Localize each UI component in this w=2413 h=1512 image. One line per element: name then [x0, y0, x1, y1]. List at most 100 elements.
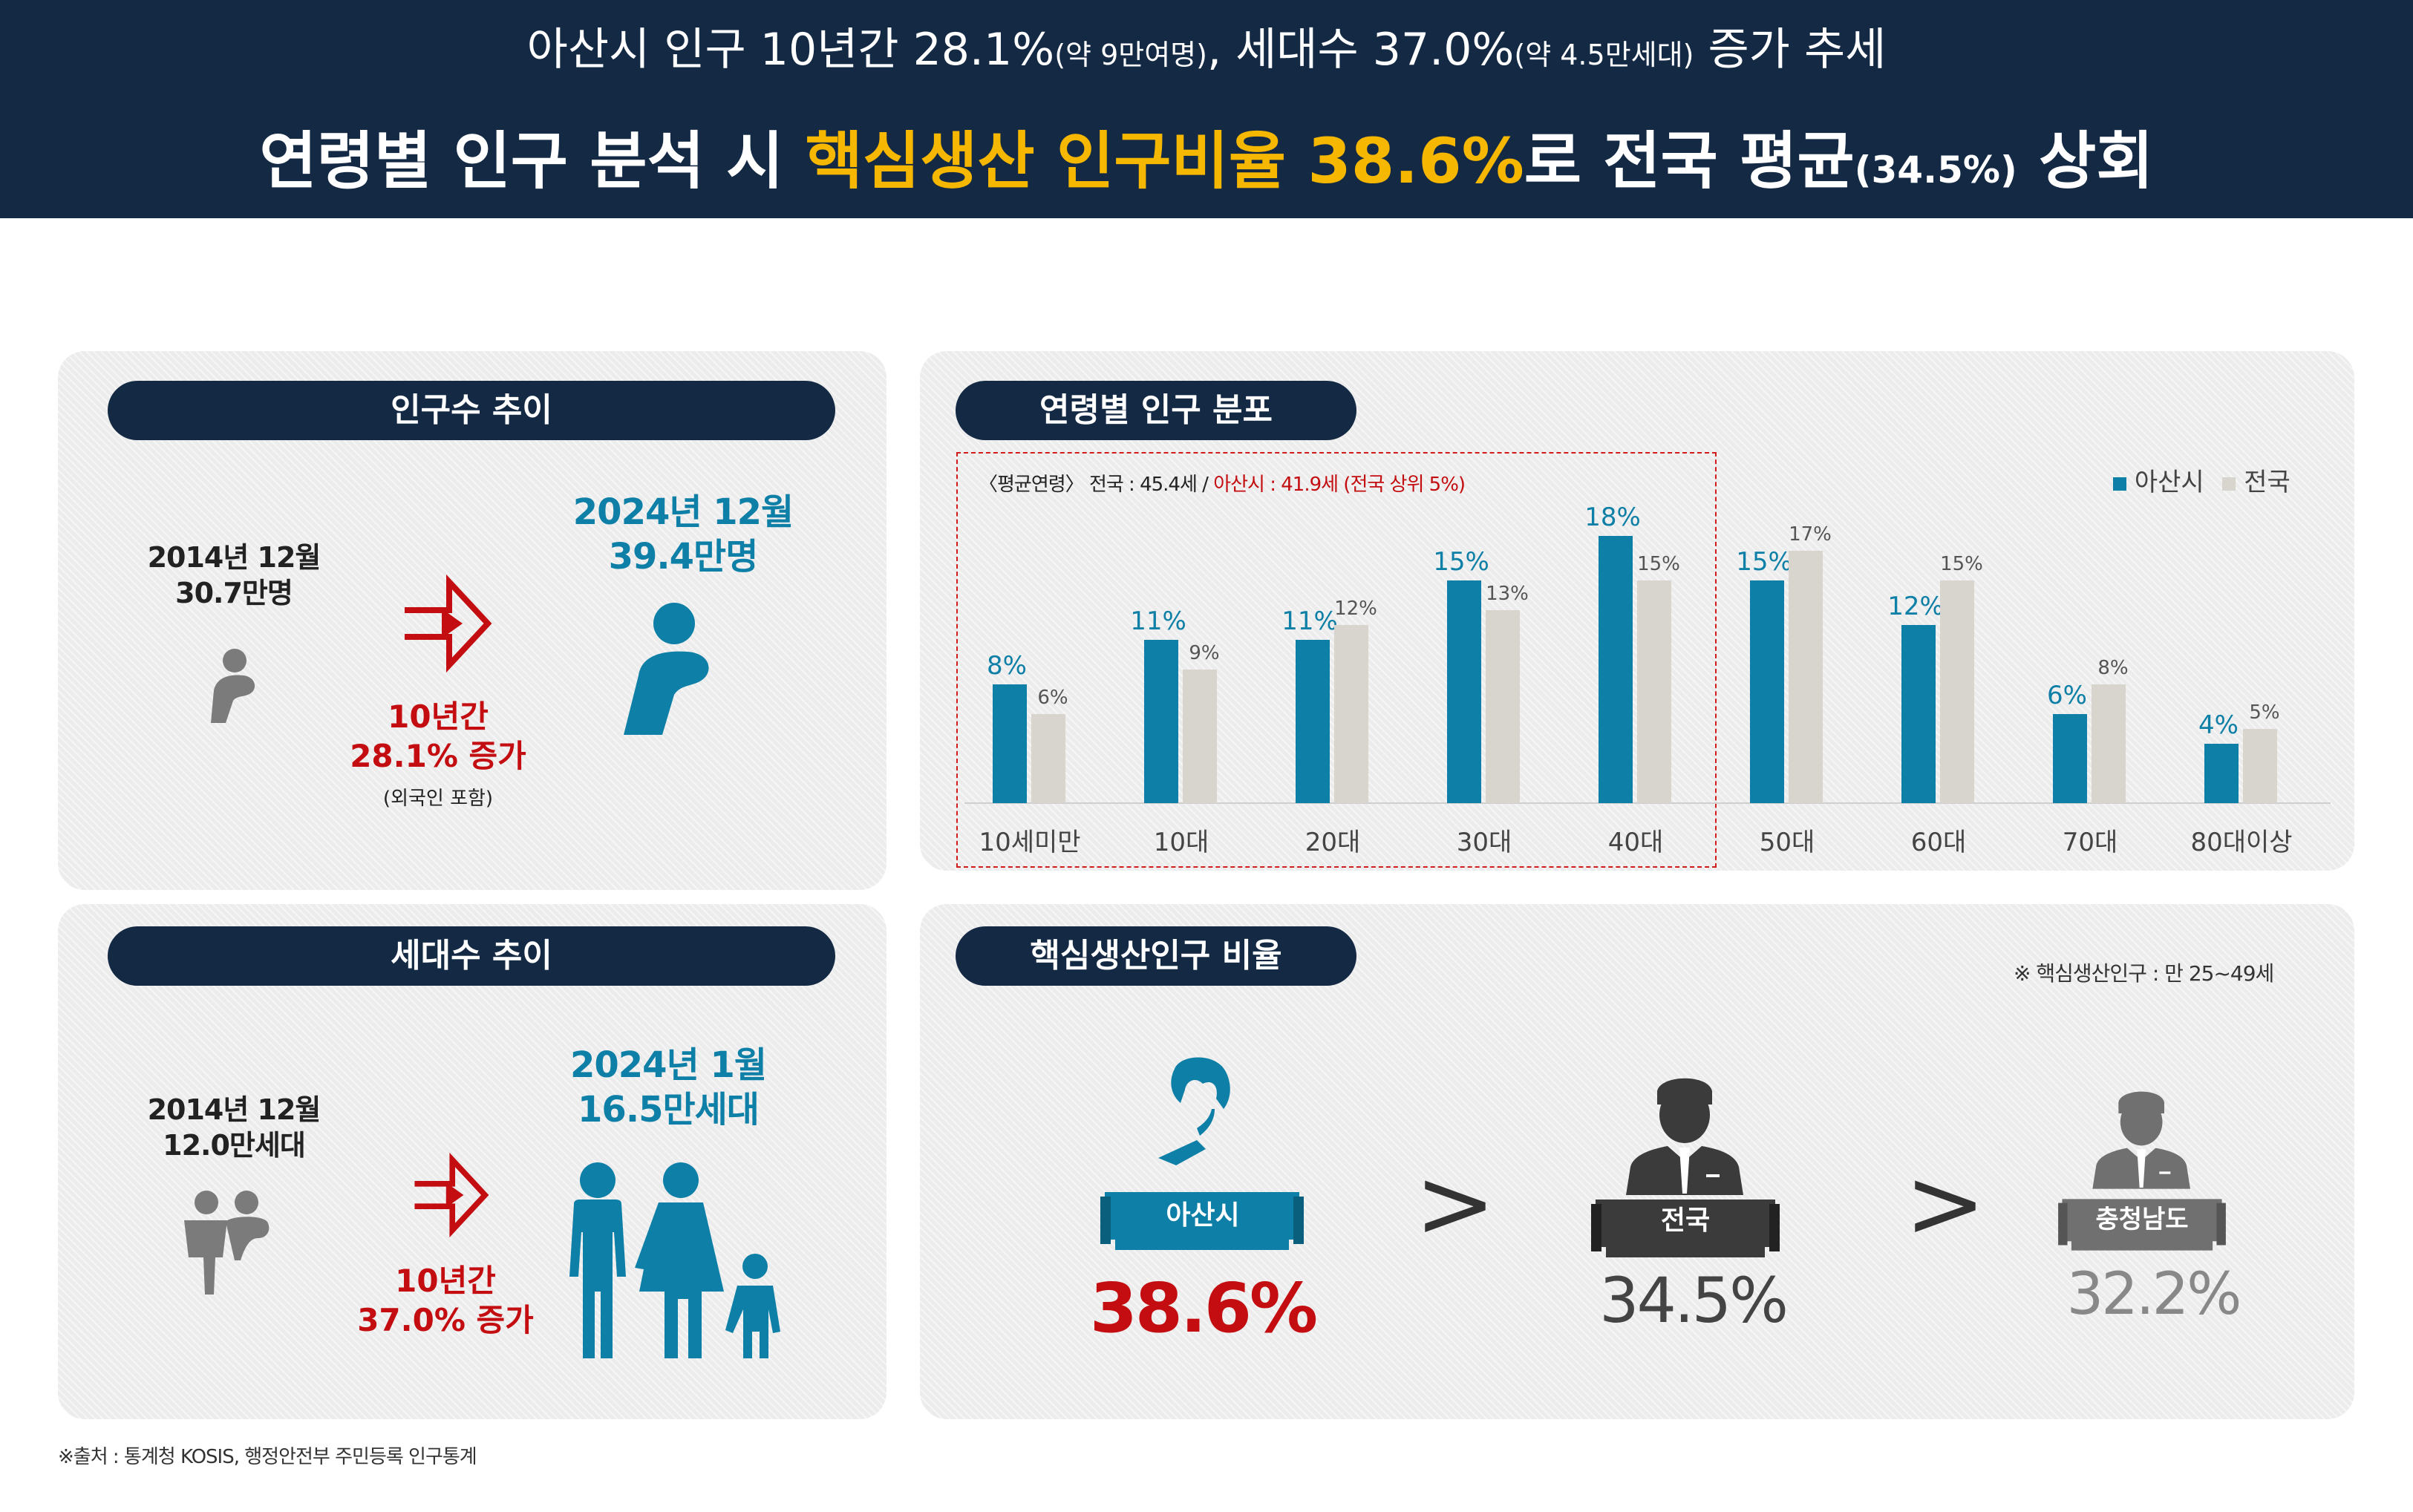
asan-value: 38.6%: [1089, 1269, 1318, 1348]
data-label-asan: 8%: [987, 651, 1027, 681]
chungnam-value: 32.2%: [2066, 1261, 2242, 1328]
bar-national: [1486, 610, 1520, 803]
bar-national: [1637, 580, 1671, 803]
bar-national: [1334, 625, 1368, 803]
bar-asan: [1750, 580, 1784, 803]
data-label-asan: 18%: [1584, 503, 1641, 532]
bar-asan: [2053, 714, 2087, 803]
category-label: 10세미만: [979, 828, 1080, 857]
population-before-date: 2014년 12월: [147, 541, 321, 574]
arrow-right-icon: [414, 1152, 489, 1238]
national-person-icon: [1626, 1078, 1743, 1195]
data-label-national: 12%: [1334, 598, 1377, 620]
household-after-value: 16.5만세대: [578, 1089, 760, 1130]
bar-asan: [2204, 744, 2239, 803]
person-large-icon: [624, 603, 709, 735]
chungnam-label: 충청남도: [2095, 1205, 2189, 1234]
bar-national: [2243, 729, 2277, 803]
comparator-2: >: [1904, 1147, 1986, 1260]
population-change-period: 10년간: [388, 698, 489, 735]
bar-asan: [1144, 640, 1178, 803]
data-label-asan: 6%: [2047, 681, 2087, 710]
age-bar-chart: 8%6%10세미만11%9%10대11%12%20대15%13%30대18%15…: [964, 503, 2331, 857]
population-after-date: 2024년 12월: [572, 491, 794, 533]
population-panel: [58, 351, 886, 890]
household-change-period: 10년간: [395, 1263, 496, 1299]
data-label-national: 15%: [1940, 553, 1983, 575]
data-label-asan: 15%: [1433, 547, 1489, 577]
category-label: 40대: [1608, 828, 1664, 857]
source-note: ※출처 : 통계청 KOSIS, 행정안전부 주민등록 인구통계: [58, 1446, 477, 1468]
data-label-national: 13%: [1486, 583, 1529, 605]
legend-label-asan: 아산시: [2134, 468, 2204, 497]
household-change-value: 37.0% 증가: [357, 1301, 534, 1338]
population-change-value: 28.1% 증가: [350, 737, 526, 774]
national-label-banner: [1591, 1200, 1780, 1257]
bar-asan: [1599, 536, 1633, 803]
category-label: 80대이상: [2190, 828, 2292, 857]
bar-asan: [1447, 580, 1481, 803]
family-icon: [569, 1162, 780, 1358]
legend-swatch-national: [2222, 477, 2236, 491]
bar-asan: [1296, 640, 1330, 803]
household-after: 2024년 1월 16.5만세대: [535, 1043, 802, 1132]
bar-national: [1183, 670, 1217, 803]
data-label-national: 9%: [1189, 642, 1219, 664]
person-small-icon: [211, 649, 255, 723]
category-label: 50대: [1760, 828, 1815, 857]
category-label: 60대: [1911, 828, 1967, 857]
data-label-national: 5%: [2249, 701, 2279, 724]
core-ratio-title: 핵심생산인구 비율: [956, 926, 1356, 986]
bar-national: [1031, 714, 1065, 803]
data-label-asan: 11%: [1281, 606, 1338, 636]
chungnam-person-icon: [2092, 1091, 2190, 1189]
data-label-asan: 15%: [1736, 547, 1792, 577]
legend-label-national: 전국: [2244, 468, 2290, 497]
household-change: 10년간 37.0% 증가: [327, 1262, 564, 1340]
data-label-asan: 12%: [1887, 592, 1944, 621]
population-change-note: (외국인 포함): [382, 788, 494, 810]
data-label-asan: 4%: [2198, 710, 2239, 740]
national-value: 34.5%: [1599, 1264, 1789, 1337]
household-before: 2014년 12월 12.0만세대: [111, 1093, 356, 1163]
header-banner: 아산시 인구 10년간 28.1%(약 9만여명), 세대수 37.0%(약 4…: [0, 0, 2413, 218]
asan-label: 아산시: [1166, 1200, 1240, 1231]
age-distribution-title: 연령별 인구 분포: [956, 381, 1356, 440]
bar-national: [1789, 551, 1823, 803]
asan-label-banner: [1100, 1192, 1304, 1250]
two-people-icon: [184, 1191, 270, 1295]
chungnam-label-banner: [2058, 1199, 2226, 1251]
data-label-national: 8%: [2097, 657, 2128, 679]
household-title: 세대수 추이: [108, 926, 835, 986]
category-label: 30대: [1457, 828, 1512, 857]
population-title: 인구수 추이: [108, 381, 835, 440]
household-after-date: 2024년 1월: [569, 1044, 767, 1086]
asan-person-icon: [1158, 1057, 1230, 1165]
header-title: 연령별 인구 분석 시 핵심생산 인구비율 38.6%로 전국 평균(34.5%…: [259, 125, 2154, 197]
bar-national: [1940, 580, 1974, 803]
core-ratio-note: ※ 핵심생산인구 : 만 25~49세: [2014, 961, 2274, 986]
population-after: 2024년 12월 39.4만명: [549, 490, 817, 579]
category-label: 20대: [1305, 828, 1361, 857]
data-label-national: 17%: [1789, 523, 1832, 546]
bar-asan: [993, 684, 1027, 803]
population-before-value: 30.7만명: [175, 576, 293, 609]
bar-asan: [1901, 625, 1936, 803]
population-after-value: 39.4만명: [608, 536, 759, 577]
household-before-date: 2014년 12월: [147, 1093, 321, 1126]
highlight-box: [956, 452, 1717, 868]
chart-legend: 아산시 전국: [2113, 462, 2290, 498]
data-label-asan: 11%: [1130, 606, 1186, 636]
household-before-value: 12.0만세대: [163, 1128, 306, 1162]
population-change: 10년간 28.1% 증가: [327, 698, 549, 776]
arrow-right-icon: [405, 574, 492, 673]
comparator-1: >: [1414, 1147, 1496, 1260]
population-before: 2014년 12월 30.7만명: [111, 540, 356, 611]
category-label: 70대: [2063, 828, 2118, 857]
header-subtitle: 아산시 인구 10년간 28.1%(약 9만여명), 세대수 37.0%(약 4…: [526, 24, 1887, 76]
age-average-note: 〈평균연령〉 전국 : 45.4세 / 아산시 : 41.9세 (전국 상위 5…: [979, 474, 1466, 496]
legend-swatch-asan: [2113, 477, 2126, 491]
category-label: 10대: [1154, 828, 1209, 857]
national-label: 전국: [1660, 1205, 1711, 1236]
bar-national: [2092, 684, 2126, 803]
